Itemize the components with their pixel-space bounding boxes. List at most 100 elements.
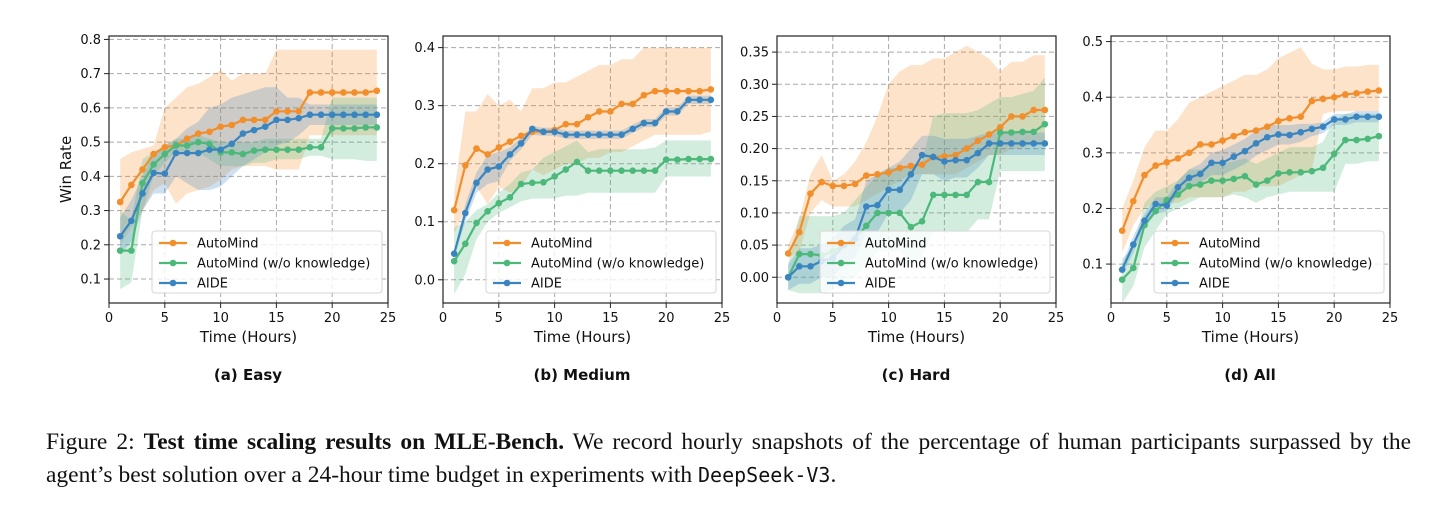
y-tick-label: 0.3: [80, 204, 101, 219]
subplot-label-medium: (b) Medium: [533, 366, 631, 384]
data-point: [573, 158, 581, 166]
data-point: [896, 164, 904, 172]
data-point: [284, 146, 291, 153]
data-point: [885, 186, 892, 194]
data-point: [629, 125, 637, 133]
data-point: [1330, 150, 1338, 158]
data-point: [450, 257, 458, 265]
data-point: [473, 145, 480, 152]
data-point: [963, 191, 971, 199]
data-point: [996, 124, 1004, 131]
data-point: [629, 167, 637, 174]
y-tick-label: 0.2: [1082, 202, 1103, 217]
data-point: [250, 126, 258, 134]
legend-label: AutoMind: [1199, 237, 1261, 252]
data-point: [595, 131, 603, 138]
plot-area: [116, 49, 381, 290]
y-tick-label: 0.3: [414, 99, 435, 114]
confidence-band: [1122, 113, 1379, 303]
data-point: [963, 156, 971, 164]
legend-marker: [503, 239, 511, 247]
data-point: [1364, 135, 1371, 143]
data-point: [1286, 168, 1293, 176]
data-point: [261, 123, 269, 131]
data-point: [484, 166, 491, 173]
data-point: [985, 140, 993, 147]
y-tick-label: 0.1: [80, 273, 101, 288]
axes-frame: [442, 35, 723, 304]
data-point: [640, 167, 648, 174]
data-point: [328, 89, 336, 96]
data-point: [517, 180, 525, 188]
data-point: [228, 121, 236, 129]
x-tick-label: 10: [880, 311, 897, 326]
data-point: [1275, 170, 1282, 177]
confidence-band: [120, 87, 377, 256]
data-point: [562, 166, 570, 173]
data-point: [1185, 182, 1193, 190]
data-point: [796, 250, 803, 258]
data-point: [562, 120, 570, 128]
data-point: [1353, 136, 1360, 144]
data-point: [194, 138, 202, 146]
data-point: [952, 191, 959, 199]
data-point: [985, 131, 993, 138]
data-point: [340, 111, 347, 119]
data-point: [116, 247, 124, 254]
data-point: [607, 131, 614, 138]
data-point: [674, 87, 681, 95]
data-point: [618, 100, 625, 108]
data-point: [284, 116, 291, 124]
data-point: [807, 190, 814, 197]
data-point: [1185, 174, 1193, 182]
data-point: [362, 124, 369, 131]
x-tick-label: 10: [212, 311, 229, 326]
legend-marker: [169, 279, 177, 287]
data-point: [796, 228, 803, 236]
x-tick-label: 5: [829, 311, 837, 326]
data-point: [1019, 128, 1026, 136]
data-point: [1375, 132, 1383, 140]
data-point: [1196, 170, 1204, 178]
data-point: [1118, 266, 1126, 273]
data-point: [506, 151, 514, 158]
data-point: [1353, 89, 1360, 97]
x-tick-label: 15: [602, 311, 619, 326]
data-point: [1319, 95, 1327, 103]
data-point: [450, 250, 458, 257]
data-point: [273, 116, 280, 124]
data-point: [974, 178, 982, 186]
data-point: [517, 132, 525, 140]
legend-marker: [837, 259, 845, 267]
data-point: [128, 217, 135, 225]
data-point: [1375, 87, 1383, 94]
data-point: [1275, 131, 1282, 138]
data-point: [651, 87, 659, 95]
data-point: [1230, 132, 1238, 140]
y-tick-label: 0.1: [1082, 258, 1103, 273]
data-point: [707, 96, 715, 104]
data-point: [685, 87, 692, 95]
data-point: [1130, 264, 1137, 272]
data-point: [1141, 217, 1148, 224]
legend-label: AutoMind (w/o knowledge): [197, 257, 370, 272]
legend-box: [485, 230, 717, 294]
data-point: [217, 123, 224, 131]
data-point: [918, 217, 926, 225]
data-point: [473, 179, 480, 187]
data-point: [239, 150, 247, 158]
data-point: [941, 158, 948, 165]
data-point: [796, 263, 803, 270]
legend-box: [1153, 230, 1385, 294]
data-point: [1208, 159, 1215, 167]
legend-marker: [169, 239, 177, 247]
data-point: [907, 171, 915, 178]
y-tick-label: 0.1: [414, 215, 435, 230]
x-tick-label: 10: [546, 311, 563, 326]
y-tick-label: 0.2: [80, 238, 101, 253]
data-point: [1308, 125, 1316, 133]
data-point: [183, 142, 191, 149]
data-point: [929, 153, 937, 161]
data-point: [1118, 276, 1126, 283]
data-point: [918, 151, 926, 159]
